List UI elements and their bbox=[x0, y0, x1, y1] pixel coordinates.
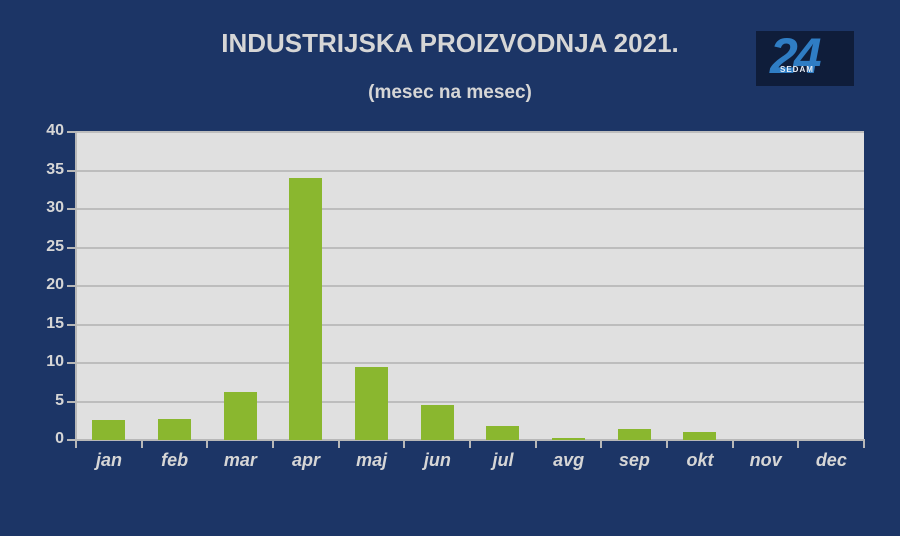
bar-feb bbox=[158, 419, 191, 440]
bar-mar bbox=[223, 392, 257, 440]
y-tick-label: 20 bbox=[46, 276, 64, 293]
x-tick bbox=[797, 440, 800, 448]
y-tick bbox=[67, 439, 76, 441]
x-tick bbox=[272, 440, 274, 448]
gridline bbox=[76, 400, 864, 403]
y-tick bbox=[67, 362, 76, 364]
chart-title: INDUSTRIJSKA PROIZVODNJA 2021. bbox=[221, 28, 679, 58]
gridline bbox=[76, 169, 864, 172]
x-tick bbox=[534, 440, 537, 448]
y-tick bbox=[67, 131, 76, 133]
bar-jun bbox=[420, 405, 454, 440]
bar-jan bbox=[92, 419, 126, 440]
gridline bbox=[76, 362, 864, 364]
y-tick-label: 5 bbox=[55, 391, 64, 409]
x-tick bbox=[337, 440, 340, 448]
x-tick-label: avg bbox=[553, 450, 585, 470]
x-tick bbox=[600, 440, 603, 448]
y-tick bbox=[67, 400, 76, 403]
x-tick-label: okt bbox=[686, 450, 714, 470]
y-tick-label: 10 bbox=[46, 353, 64, 370]
y-tick-label: 0 bbox=[55, 430, 64, 447]
x-tick bbox=[75, 440, 77, 448]
gridline bbox=[76, 246, 864, 249]
logo-number: 24 bbox=[770, 28, 822, 84]
bar-jul bbox=[486, 426, 520, 440]
plot-area bbox=[76, 131, 864, 440]
x-tick-label: jul bbox=[492, 450, 514, 470]
x-tick bbox=[469, 440, 471, 448]
y-tick-label: 15 bbox=[46, 314, 64, 332]
x-tick-label: mar bbox=[223, 450, 257, 470]
gridline bbox=[76, 208, 864, 210]
y-tick bbox=[67, 323, 76, 326]
logo-text: SEDAM bbox=[780, 65, 814, 74]
x-tick-label: feb bbox=[161, 450, 189, 470]
gridline bbox=[76, 131, 864, 133]
y-tick bbox=[67, 169, 76, 172]
y-tick bbox=[67, 285, 76, 287]
x-tick bbox=[666, 440, 668, 448]
x-tick-label: nov bbox=[749, 450, 782, 470]
gridline bbox=[76, 285, 864, 287]
y-tick bbox=[67, 246, 76, 249]
x-tick bbox=[206, 440, 209, 448]
x-tick-label: maj bbox=[356, 450, 388, 470]
y-tick-label: 35 bbox=[46, 160, 64, 178]
bar-sep bbox=[617, 429, 651, 440]
x-tick bbox=[140, 440, 143, 448]
x-tick-label: apr bbox=[291, 450, 320, 470]
y-tick-label: 30 bbox=[46, 199, 64, 216]
sedam24-logo: 24 SEDAM bbox=[756, 28, 854, 86]
bar-avg bbox=[552, 438, 585, 440]
x-tick bbox=[403, 440, 406, 448]
x-tick bbox=[863, 440, 865, 448]
x-tick-label: dec bbox=[815, 450, 847, 470]
y-tick-label: 25 bbox=[46, 237, 64, 255]
bar-okt bbox=[683, 432, 717, 440]
x-tick-label: jan bbox=[95, 450, 122, 470]
bar-maj bbox=[355, 366, 388, 440]
y-tick-label: 40 bbox=[46, 122, 64, 139]
x-tick-label: sep bbox=[618, 450, 650, 470]
gridline bbox=[76, 323, 864, 326]
bar-apr bbox=[289, 178, 323, 440]
x-tick bbox=[731, 440, 734, 448]
chart-subtitle: (mesec na mesec) bbox=[368, 82, 532, 103]
x-tick-label: jun bbox=[423, 450, 451, 470]
y-axis bbox=[75, 132, 77, 442]
y-tick bbox=[67, 208, 76, 210]
